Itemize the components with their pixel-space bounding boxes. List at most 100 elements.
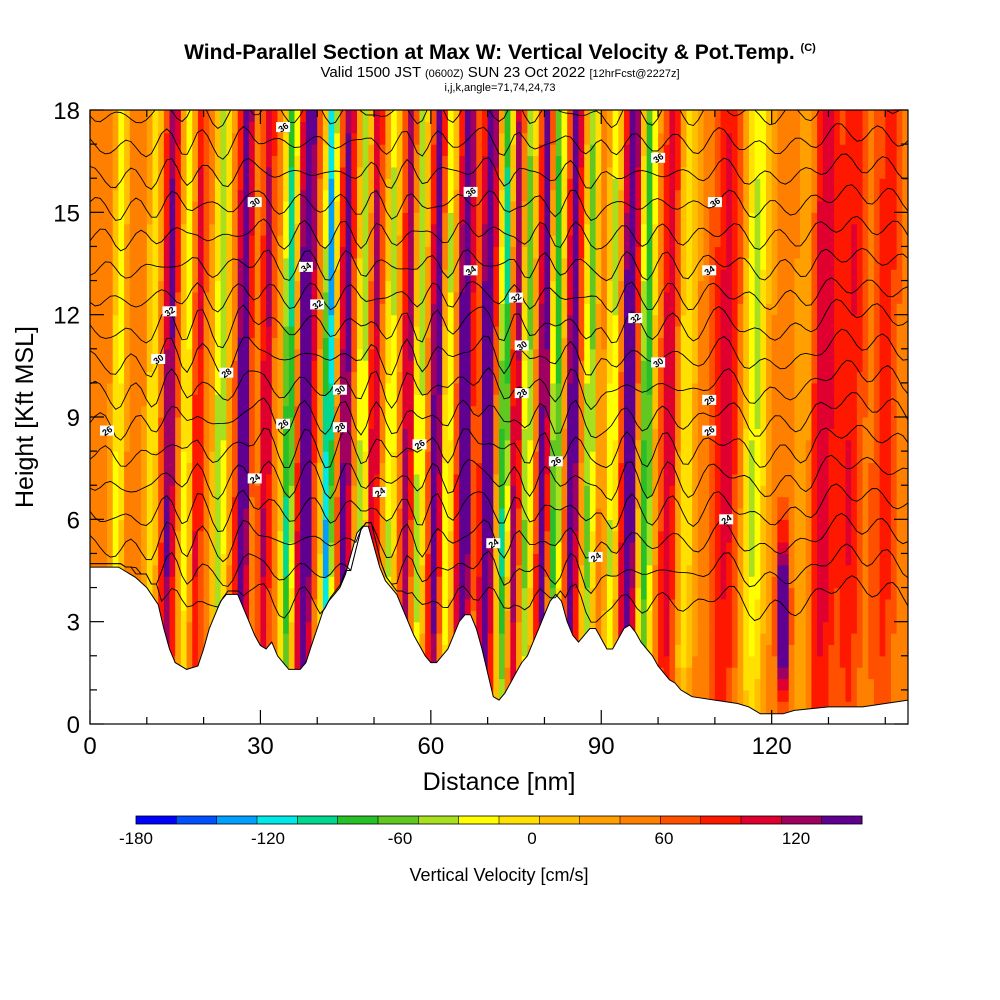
velocity-cell — [277, 235, 284, 248]
velocity-cell — [385, 348, 392, 361]
velocity-cell — [163, 473, 171, 486]
velocity-cell — [572, 496, 580, 509]
velocity-cell — [436, 519, 443, 532]
velocity-cell — [152, 200, 159, 213]
velocity-cell — [232, 405, 239, 418]
velocity-cell — [527, 530, 534, 543]
velocity-cell — [232, 348, 239, 361]
velocity-cell — [464, 246, 472, 259]
velocity-cell — [396, 189, 404, 202]
velocity-cell — [527, 371, 534, 384]
velocity-cell — [499, 530, 506, 543]
velocity-cell — [425, 542, 432, 555]
velocity-cell — [442, 633, 449, 646]
velocity-cell — [90, 485, 97, 498]
velocity-cell — [510, 280, 517, 293]
velocity-cell — [402, 417, 409, 429]
velocity-cell — [402, 144, 409, 157]
velocity-cell — [163, 382, 171, 395]
velocity-cell — [430, 326, 438, 339]
velocity-cell — [584, 382, 591, 395]
velocity-cell — [243, 212, 250, 225]
velocity-cell — [584, 564, 591, 577]
velocity-cell — [186, 519, 193, 532]
velocity-cell — [300, 519, 307, 532]
velocity-cell — [237, 269, 244, 282]
velocity-cell — [186, 428, 193, 441]
velocity-cell — [470, 235, 477, 248]
velocity-cell — [90, 303, 97, 316]
velocity-cell — [249, 564, 256, 577]
velocity-cell — [430, 337, 438, 350]
velocity-cell — [481, 473, 489, 486]
velocity-cell — [232, 257, 239, 270]
velocity-cell — [589, 394, 597, 407]
velocity-cell — [158, 166, 165, 179]
velocity-cell — [243, 542, 250, 555]
velocity-cell — [550, 360, 557, 373]
velocity-cell — [152, 121, 159, 134]
velocity-cell — [112, 121, 119, 134]
velocity-cell — [425, 155, 432, 168]
velocity-cell — [516, 269, 523, 282]
velocity-cell — [322, 439, 330, 452]
velocity-cell — [271, 212, 279, 225]
velocity-cell — [249, 553, 256, 566]
velocity-cell — [584, 337, 591, 350]
velocity-cell — [499, 553, 506, 566]
velocity-cell — [481, 348, 489, 361]
velocity-cell — [538, 451, 546, 464]
velocity-cell — [175, 530, 182, 543]
velocity-cell — [209, 269, 216, 282]
velocity-cell — [589, 280, 597, 293]
velocity-cell — [277, 644, 284, 657]
velocity-cell — [374, 189, 381, 202]
velocity-cell — [232, 212, 239, 225]
velocity-cell — [413, 246, 421, 259]
velocity-cell — [180, 348, 188, 361]
velocity-cell — [538, 371, 546, 384]
velocity-cell — [232, 360, 239, 373]
velocity-cell — [589, 212, 597, 225]
velocity-cell — [533, 451, 540, 464]
velocity-cell — [203, 610, 210, 623]
velocity-cell — [243, 337, 250, 350]
velocity-cell — [351, 144, 358, 157]
velocity-cell — [266, 428, 273, 441]
velocity-cell — [555, 462, 563, 475]
velocity-cell — [232, 507, 239, 520]
velocity-cell — [470, 507, 477, 520]
velocity-cell — [470, 371, 477, 384]
velocity-cell — [203, 451, 210, 464]
velocity-cell — [101, 246, 108, 259]
velocity-cell — [158, 269, 165, 282]
velocity-cell — [351, 132, 358, 145]
velocity-cell — [328, 485, 335, 498]
velocity-cell — [419, 587, 426, 600]
velocity-cell — [521, 257, 528, 270]
velocity-cell — [163, 621, 171, 634]
velocity-cell — [447, 166, 455, 179]
velocity-cell — [453, 110, 460, 122]
velocity-cell — [101, 121, 108, 134]
velocity-cell — [226, 394, 233, 407]
velocity-cell — [538, 405, 546, 418]
velocity-cell — [345, 382, 352, 395]
velocity-cell — [425, 303, 432, 316]
velocity-cell — [413, 576, 421, 589]
velocity-cell — [95, 428, 102, 441]
velocity-cell — [232, 485, 239, 498]
velocity-cell — [436, 564, 443, 577]
velocity-cell — [493, 257, 500, 270]
velocity-cell — [277, 553, 284, 566]
velocity-cell — [300, 405, 307, 418]
velocity-cell — [294, 644, 301, 657]
velocity-cell — [470, 519, 477, 532]
velocity-cell — [254, 576, 262, 589]
velocity-cell — [90, 121, 97, 134]
velocity-cell — [402, 269, 409, 282]
velocity-cell — [544, 542, 551, 555]
velocity-cell — [584, 212, 591, 225]
velocity-cell — [186, 371, 193, 384]
velocity-cell — [459, 314, 466, 327]
